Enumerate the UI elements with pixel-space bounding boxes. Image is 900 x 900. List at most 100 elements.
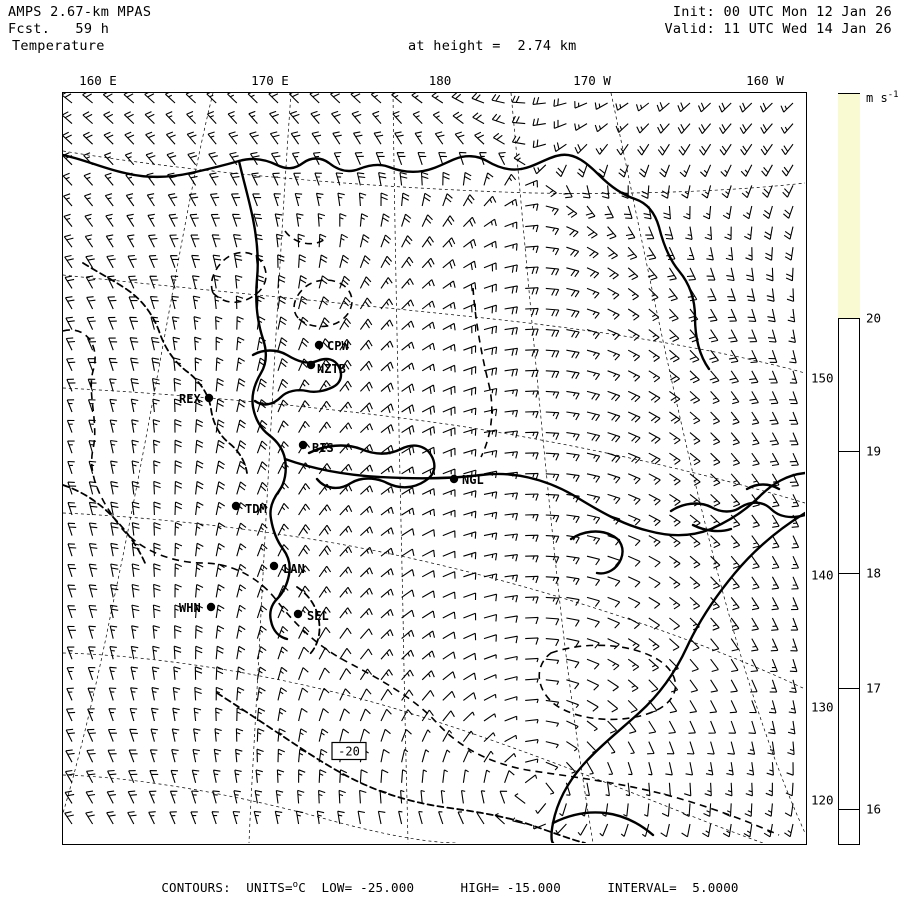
wind-barb <box>746 288 756 302</box>
wind-barb <box>525 698 539 704</box>
wind-barb <box>719 143 732 156</box>
wind-barb <box>104 193 114 207</box>
station-dot-sel[interactable] <box>293 609 303 619</box>
station-dot-tdm[interactable] <box>231 501 241 511</box>
wind-barb <box>669 493 681 507</box>
wind-barb <box>421 749 430 763</box>
wind-barb <box>648 349 660 362</box>
station-dot-cpw[interactable] <box>314 340 324 350</box>
wind-barb <box>440 789 446 804</box>
wind-barb <box>380 340 394 351</box>
wind-barb <box>417 151 427 165</box>
wind-barb <box>648 329 660 342</box>
wind-barb <box>152 439 161 454</box>
wind-barb <box>668 700 678 714</box>
wind-barb <box>150 336 160 351</box>
wind-barb <box>787 308 796 323</box>
wind-barb <box>401 235 413 248</box>
station-dot-nztb[interactable] <box>306 360 316 370</box>
wind-barb <box>256 646 267 660</box>
wind-barb <box>710 638 720 652</box>
wind-barb <box>769 391 779 405</box>
wind-barb <box>187 151 198 166</box>
wind-barb <box>215 439 225 454</box>
wind-barb <box>380 192 388 207</box>
wind-barb <box>194 357 202 371</box>
wind-barb <box>339 505 353 516</box>
wind-barb <box>171 749 179 763</box>
wind-barb <box>687 741 695 755</box>
wind-barb <box>442 301 456 310</box>
wind-barb <box>85 275 96 289</box>
wind-barb <box>586 596 600 607</box>
wind-barb <box>525 758 539 763</box>
wind-barb <box>483 634 497 642</box>
wind-barb <box>747 308 757 322</box>
wind-barb <box>65 769 75 784</box>
wind-barb <box>566 514 580 524</box>
wind-barb <box>149 296 159 310</box>
colorbar-segment-0 <box>838 94 860 318</box>
station-markers: CPW NZTB REX BIS NGL TDM LAN WHN SEL <box>179 339 484 623</box>
wind-barb <box>627 267 639 281</box>
station-dot-rex[interactable] <box>204 393 214 403</box>
wind-barb <box>769 700 777 714</box>
wind-barb <box>607 473 621 484</box>
wind-barb <box>786 288 795 302</box>
wind-barb <box>511 115 526 125</box>
wind-barb <box>788 329 796 343</box>
wind-barb <box>86 316 96 330</box>
wind-barb <box>236 666 245 680</box>
wind-barb <box>710 576 721 590</box>
wind-barb <box>298 483 311 495</box>
station-dot-bis[interactable] <box>298 440 308 450</box>
wind-barb <box>607 370 621 381</box>
wind-barb <box>493 132 505 145</box>
wind-barb <box>438 811 444 825</box>
wind-barb <box>483 240 497 249</box>
station-dot-ngl[interactable] <box>449 474 459 484</box>
wind-barb <box>504 409 519 418</box>
wind-barb <box>545 205 559 216</box>
wind-barb <box>687 288 698 302</box>
wind-barb <box>421 529 436 537</box>
wind-barb <box>627 287 639 301</box>
wind-barb <box>463 652 477 661</box>
wind-barb <box>525 245 539 254</box>
wind-barb <box>586 370 601 381</box>
wind-barb <box>318 748 328 763</box>
wind-barb <box>525 203 539 211</box>
wind-barb <box>545 246 560 256</box>
wind-barb <box>767 308 776 323</box>
map-canvas[interactable]: CPW NZTB REX BIS NGL TDM LAN WHN SEL -20 <box>62 92 807 845</box>
station-dot-lan[interactable] <box>269 561 279 571</box>
wind-barb <box>513 153 526 166</box>
wind-barb <box>103 152 114 166</box>
wind-barb <box>380 629 394 639</box>
wind-barb <box>512 817 526 825</box>
wind-barb <box>230 193 241 207</box>
wind-barb <box>256 295 265 310</box>
wind-barb <box>296 213 304 227</box>
wind-barb <box>525 307 539 316</box>
wind-barb <box>174 522 183 536</box>
wind-barb <box>668 288 678 302</box>
wind-barb <box>525 349 539 357</box>
station-dot-whn[interactable] <box>206 602 216 612</box>
wind-barb <box>483 408 498 417</box>
wind-barb <box>770 638 779 652</box>
wind-barb <box>232 810 241 825</box>
wind-barb <box>442 215 455 227</box>
wind-barb <box>401 466 415 475</box>
wind-barb <box>190 234 200 248</box>
wind-barb <box>688 720 696 734</box>
wind-barb <box>277 728 286 742</box>
wind-barb <box>67 584 77 598</box>
wind-barb <box>277 316 287 330</box>
wind-barb <box>131 501 140 516</box>
wind-barb <box>192 295 201 310</box>
colorbar[interactable] <box>838 93 860 845</box>
wind-barb <box>191 790 199 804</box>
wind-barb <box>765 247 773 261</box>
wind-barb <box>627 576 641 588</box>
